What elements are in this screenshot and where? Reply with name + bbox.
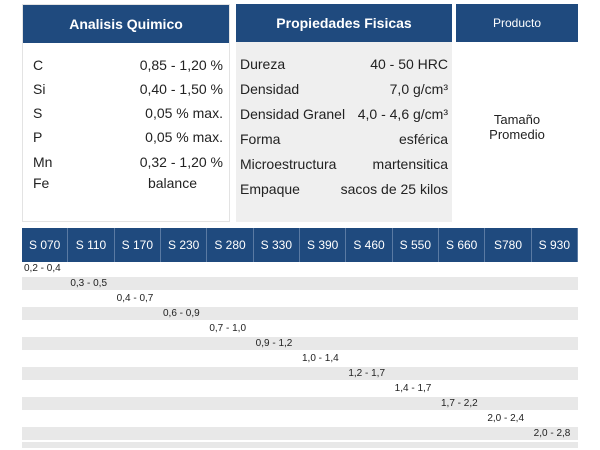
table-row-filler bbox=[22, 442, 578, 448]
chem-element: Fe bbox=[33, 175, 50, 191]
table-row: 0,2 - 0,4 bbox=[22, 262, 578, 275]
chem-element: C bbox=[33, 57, 44, 73]
property-value: sacos de 25 kilos bbox=[340, 181, 448, 197]
chem-element: Si bbox=[33, 81, 46, 97]
chem-element: Mn bbox=[33, 154, 53, 170]
chem-value: 0,05 % max. bbox=[145, 129, 223, 145]
grade-header-cell: S 660 bbox=[439, 228, 486, 262]
chem-value: 0,32 - 1,20 % bbox=[139, 154, 223, 170]
physical-properties-panel: Propiedades Fisicas Dureza 40 - 50 HRC D… bbox=[236, 4, 452, 222]
table-row: 0,4 - 0,7 bbox=[22, 292, 578, 305]
grade-header-cell: S 280 bbox=[207, 228, 254, 262]
property-value: martensitica bbox=[372, 156, 448, 172]
grade-header-cell: S 550 bbox=[393, 228, 439, 262]
size-range-cell: 1,2 - 1,7 bbox=[348, 368, 386, 379]
size-range-cell: 0,9 - 1,2 bbox=[255, 338, 293, 349]
size-range-cell: 0,2 - 0,4 bbox=[24, 263, 61, 274]
chem-element: S bbox=[33, 105, 43, 121]
table-row: 0,6 - 0,9 bbox=[22, 307, 578, 320]
property-value: 7,0 g/cm³ bbox=[389, 81, 448, 97]
table-row: 0,3 - 0,5 bbox=[22, 277, 578, 290]
size-range-cell: 0,3 - 0,5 bbox=[70, 278, 108, 289]
average-size-label: Tamaño Promedio bbox=[456, 112, 578, 142]
property-name: Empaque bbox=[240, 181, 300, 197]
grade-header-cell: S780 bbox=[485, 228, 532, 262]
grade-header-cell: S 070 bbox=[22, 228, 69, 262]
average-size-line2: Promedio bbox=[489, 127, 545, 142]
size-range-cell: 2,0 - 2,8 bbox=[533, 428, 571, 439]
grade-header-cell: S 170 bbox=[115, 228, 161, 262]
table-row: 1,4 - 1,7 bbox=[22, 382, 578, 395]
grade-size-table: S 070 S 110 S 170 S 230 S 280 S 330 S 390 S 460… bbox=[22, 228, 578, 448]
property-name: Dureza bbox=[240, 56, 286, 72]
table-row: 1,7 - 2,2 bbox=[22, 397, 578, 410]
size-range-cell: 0,7 - 1,0 bbox=[209, 323, 247, 334]
size-range-cell: 0,6 - 0,9 bbox=[163, 308, 200, 319]
grade-header-cell: S 230 bbox=[161, 228, 208, 262]
average-size-line1: Tamaño bbox=[493, 112, 541, 127]
grade-header-cell: S 460 bbox=[346, 228, 393, 262]
grade-header-cell: S 330 bbox=[254, 228, 300, 262]
table-row: 2,0 - 2,4 bbox=[22, 412, 578, 425]
chem-value: 0,85 - 1,20 % bbox=[139, 57, 223, 73]
table-row: 1,0 - 1,4 bbox=[22, 352, 578, 365]
grade-header-cell: S 930 bbox=[532, 228, 578, 262]
property-name: Densidad bbox=[240, 81, 300, 97]
property-value: 40 - 50 HRC bbox=[370, 56, 448, 72]
table-row: 1,2 - 1,7 bbox=[22, 367, 578, 380]
property-value: 4,0 - 4,6 g/cm³ bbox=[357, 106, 448, 122]
chemical-analysis-title: Analisis Quimico bbox=[23, 5, 229, 43]
property-value: esférica bbox=[398, 131, 448, 147]
product-panel: Producto Tamaño Promedio bbox=[456, 4, 578, 222]
size-range-cell: 1,7 - 2,2 bbox=[441, 398, 478, 409]
grade-header-cell: S 390 bbox=[300, 228, 347, 262]
table-row: 0,7 - 1,0 bbox=[22, 322, 578, 335]
property-name: Densidad Granel bbox=[240, 106, 346, 122]
chem-value: 0,40 - 1,50 % bbox=[139, 81, 223, 97]
chemical-analysis-panel: Analisis Quimico C 0,85 - 1,20 % Si 0,40… bbox=[22, 4, 230, 222]
size-range-cell: 1,0 - 1,4 bbox=[302, 353, 339, 364]
chem-value: balance bbox=[147, 175, 197, 191]
grade-header-row: S 070 S 110 S 170 S 230 S 280 S 330 S 390 S 460… bbox=[22, 228, 578, 262]
property-name: Microestructura bbox=[240, 156, 337, 172]
size-range-cell: 0,4 - 0,7 bbox=[116, 293, 154, 304]
table-row: 0,9 - 1,2 bbox=[22, 337, 578, 350]
grade-header-cell: S 110 bbox=[68, 228, 115, 262]
size-range-cell: 2,0 - 2,4 bbox=[487, 413, 525, 424]
product-title: Producto bbox=[456, 4, 578, 42]
chem-value: 0,05 % max. bbox=[145, 105, 223, 121]
table-row: 2,0 - 2,8 bbox=[22, 427, 578, 440]
chem-element: P bbox=[33, 129, 43, 145]
property-name: Forma bbox=[240, 131, 281, 147]
physical-properties-title: Propiedades Fisicas bbox=[236, 4, 452, 42]
size-range-cell: 1,4 - 1,7 bbox=[394, 383, 432, 394]
